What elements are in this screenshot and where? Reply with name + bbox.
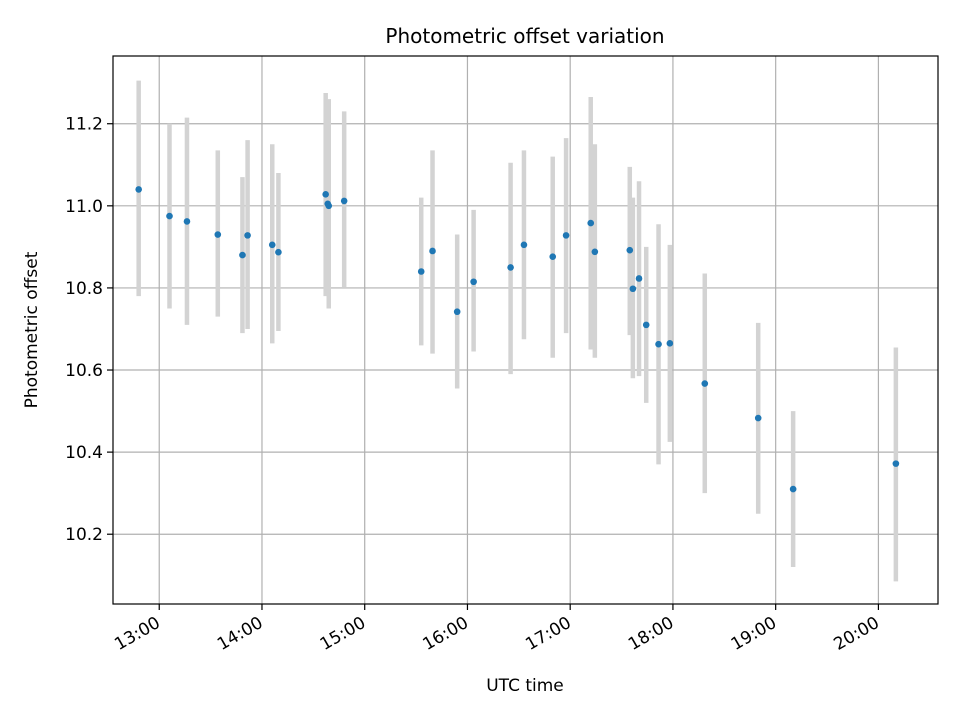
data-point xyxy=(549,253,557,261)
chart-title: Photometric offset variation xyxy=(385,24,664,48)
y-axis-label: Photometric offset xyxy=(22,251,42,408)
data-point xyxy=(417,268,425,275)
data-point xyxy=(275,248,282,256)
data-point xyxy=(470,278,477,286)
data-point xyxy=(214,231,222,238)
data-point xyxy=(507,264,514,271)
data-point xyxy=(701,380,709,387)
x-tick-label: 15:00 xyxy=(317,613,369,655)
data-point xyxy=(754,414,762,422)
plot-frame xyxy=(112,55,939,605)
y-tick-label: 11.0 xyxy=(65,197,103,217)
x-axis-ticks: 13:00 14:00 15:00 16:00 17:00 18:00 19:00 20:00 xyxy=(111,604,883,655)
data-point xyxy=(626,246,634,254)
data-point xyxy=(244,232,251,239)
y-tick-label: 10.4 xyxy=(65,443,103,463)
data-point xyxy=(666,340,674,347)
x-tick-label: 14:00 xyxy=(214,613,266,655)
data-point xyxy=(268,241,276,249)
x-tick-label: 20:00 xyxy=(830,613,882,655)
data-point xyxy=(429,247,436,255)
data-point xyxy=(562,232,570,239)
data-point xyxy=(655,340,662,348)
x-tick-label: 17:00 xyxy=(522,613,574,655)
x-tick-label: 13:00 xyxy=(111,613,163,655)
data-point xyxy=(642,321,650,329)
x-tick-label: 16:00 xyxy=(420,613,472,655)
x-tick-label: 18:00 xyxy=(625,613,677,655)
y-axis-ticks: 10.2 10.4 10.6 10.8 11.0 11.2 xyxy=(65,115,113,545)
data-point xyxy=(587,219,595,227)
data-point xyxy=(135,186,142,193)
data-point xyxy=(453,308,461,316)
y-tick-label: 10.2 xyxy=(65,525,103,545)
data-points xyxy=(135,186,900,493)
data-point xyxy=(892,460,900,467)
data-point xyxy=(340,197,348,205)
data-point xyxy=(591,248,599,256)
x-tick-label: 19:00 xyxy=(728,613,780,655)
error-bars xyxy=(136,80,899,582)
data-point xyxy=(789,485,797,493)
data-point xyxy=(629,285,637,293)
data-point xyxy=(166,212,173,220)
y-tick-label: 10.8 xyxy=(65,279,103,299)
data-point xyxy=(324,200,332,208)
data-point xyxy=(635,275,643,282)
data-point xyxy=(322,191,329,198)
x-axis-label: UTC time xyxy=(486,676,564,696)
data-point xyxy=(239,251,246,259)
y-tick-label: 11.2 xyxy=(65,115,103,135)
data-point xyxy=(520,241,528,249)
y-tick-label: 10.6 xyxy=(65,361,103,381)
data-point xyxy=(183,218,191,225)
